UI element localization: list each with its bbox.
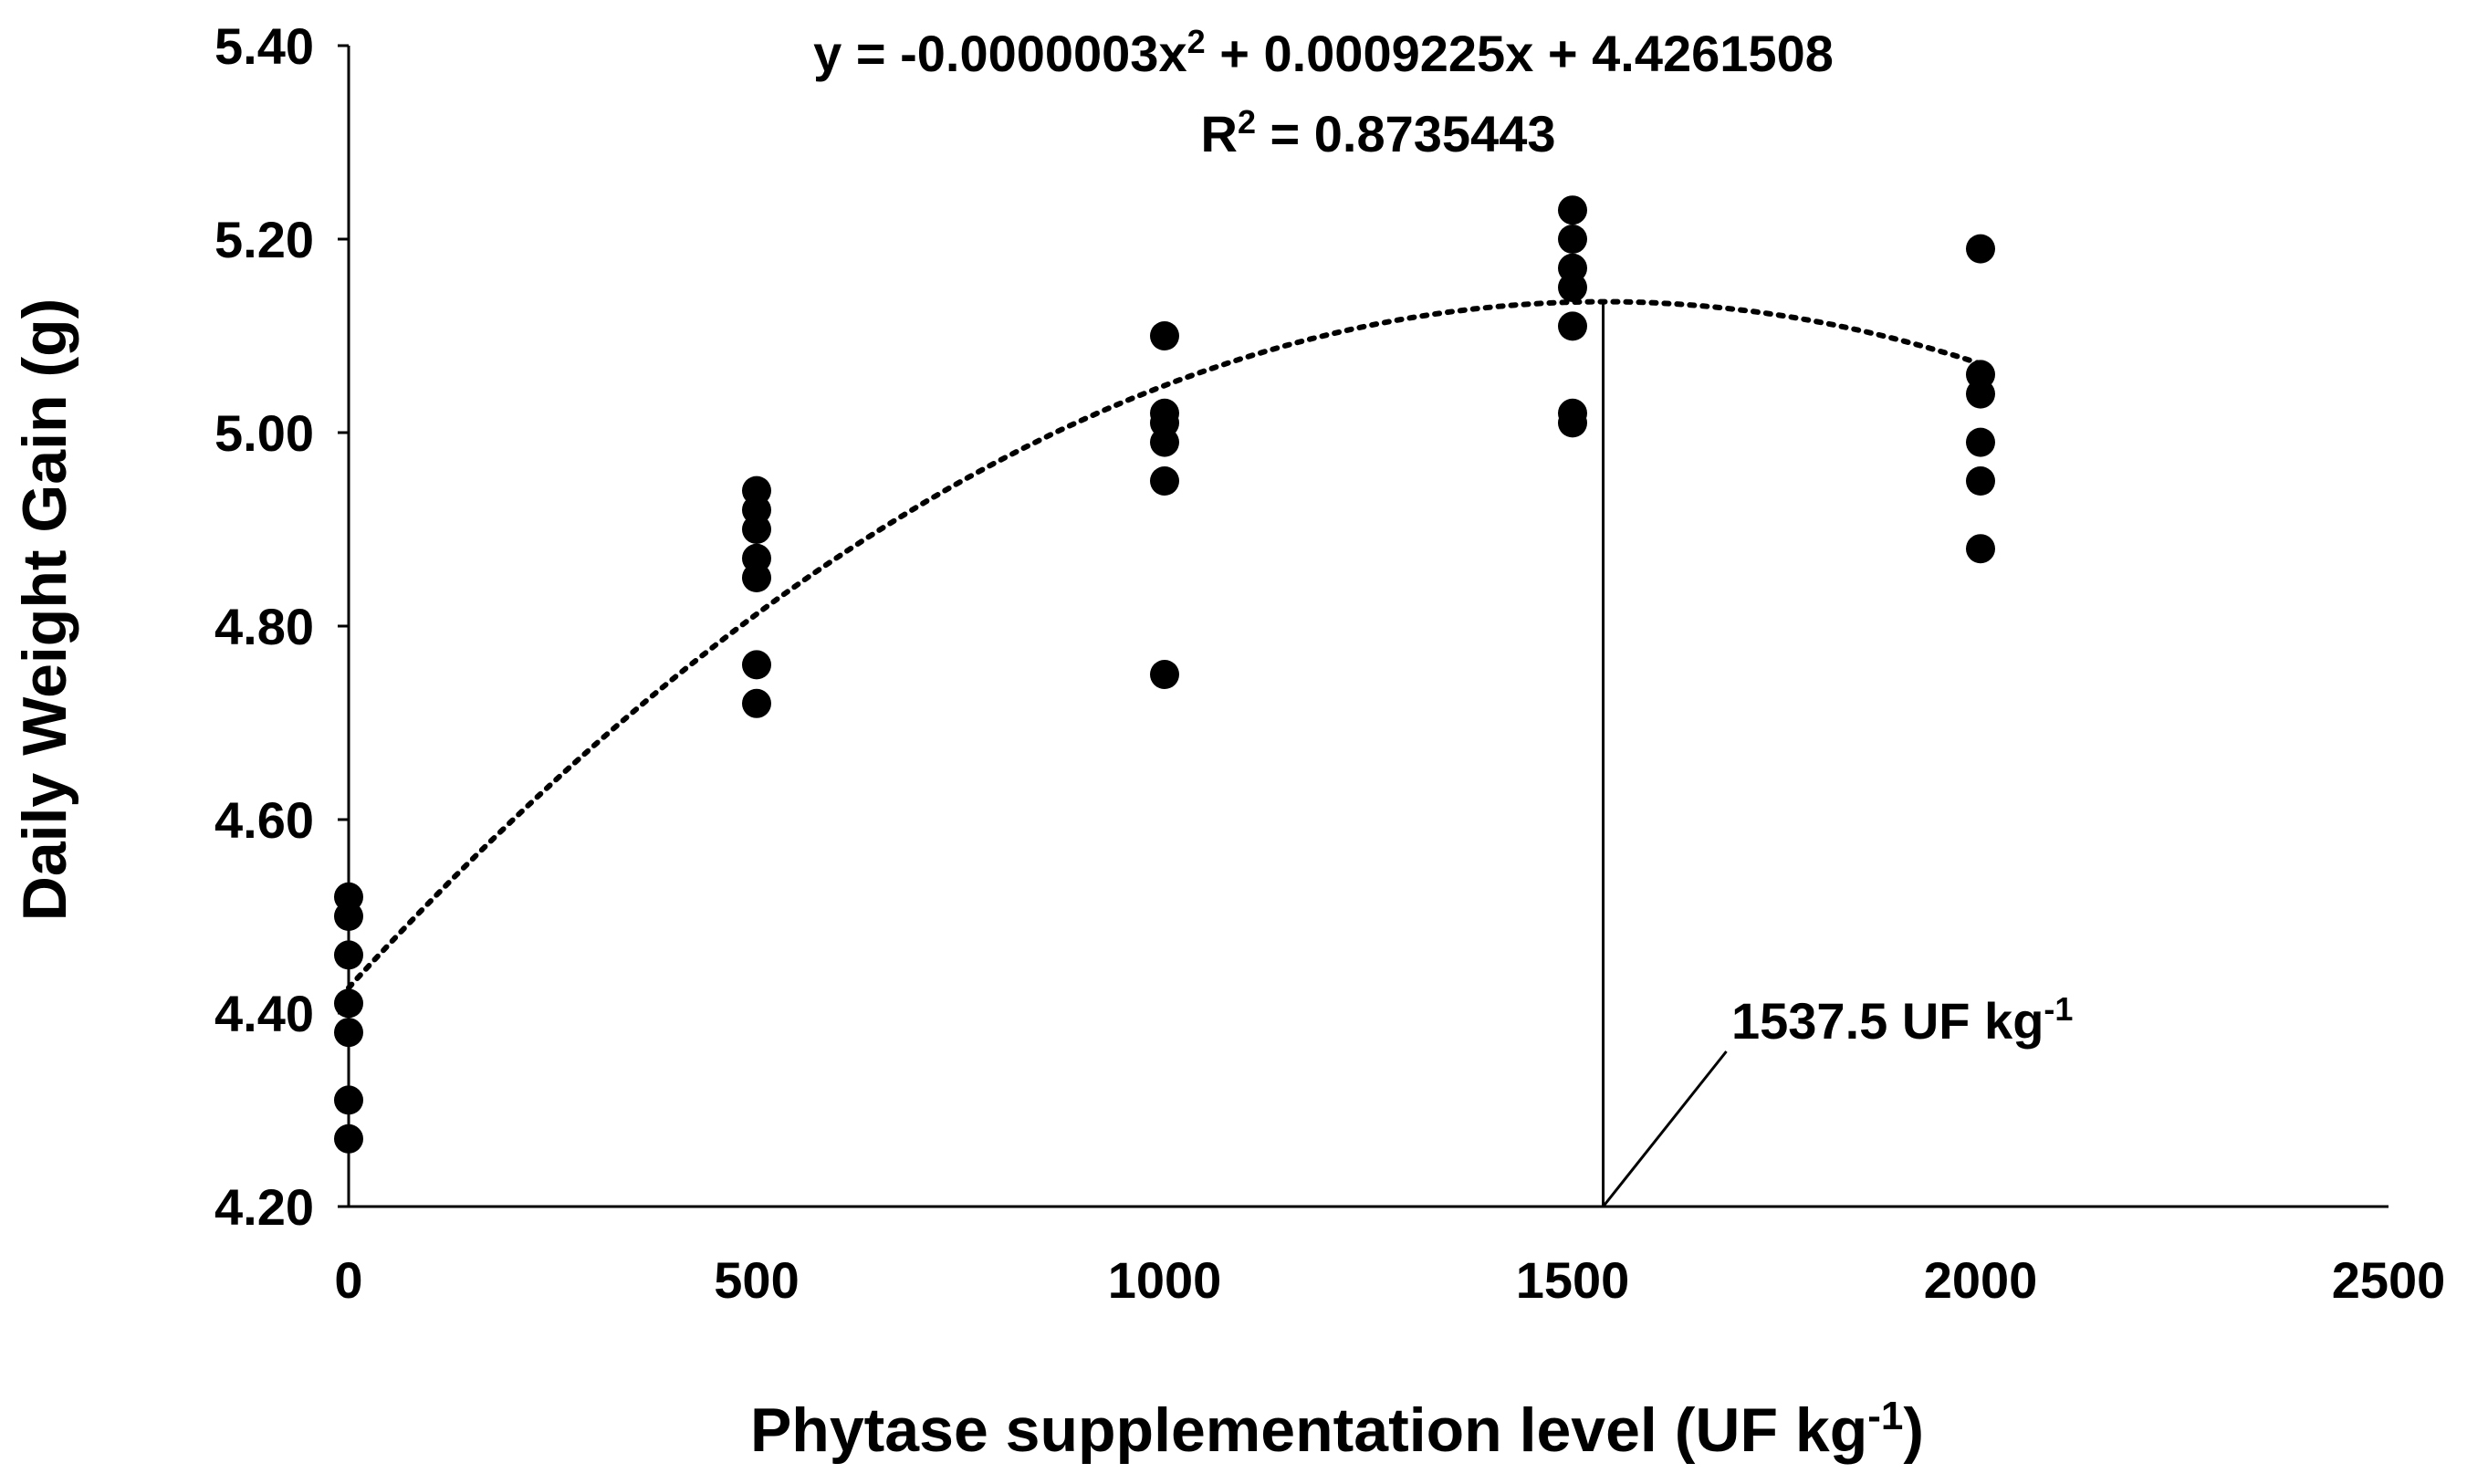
x-tick-label: 500: [714, 1251, 799, 1309]
data-point: [334, 988, 363, 1019]
x-tick-label: 0: [334, 1251, 362, 1309]
y-tick-label: 5.20: [214, 211, 314, 268]
data-point: [1558, 273, 1587, 302]
data-point: [1150, 660, 1179, 689]
data-point: [1150, 321, 1179, 350]
y-axis-title: Daily Weight Gain (g): [10, 298, 79, 922]
optimum-annotation: [1602, 301, 1728, 1207]
data-point: [1966, 379, 1995, 409]
data-point: [334, 1018, 363, 1048]
data-points: [334, 195, 1995, 1154]
data-point: [334, 902, 363, 931]
data-point: [1558, 195, 1587, 225]
y-tick-label: 5.00: [214, 404, 314, 462]
data-point: [1558, 408, 1587, 438]
y-tick-label: 4.40: [214, 985, 314, 1042]
data-point: [1150, 466, 1179, 496]
x-axis-title: Phytase supplementation level (UF kg-1): [750, 1394, 1924, 1465]
data-point: [1966, 466, 1995, 496]
optimum-label: 1537.5 UF kg-1: [1731, 990, 2073, 1050]
data-point: [742, 515, 771, 544]
x-tick-label: 2000: [1924, 1251, 2038, 1309]
data-point: [1558, 311, 1587, 341]
trendline: [346, 298, 1983, 991]
data-point: [334, 940, 363, 970]
data-point: [1966, 427, 1995, 457]
data-point: [742, 688, 771, 718]
x-tick-label: 1500: [1516, 1251, 1630, 1309]
trendline-group: [346, 298, 1983, 991]
data-point: [742, 563, 771, 592]
y-tick-label: 4.80: [214, 598, 314, 655]
data-point: [334, 1123, 363, 1154]
data-point: [1150, 427, 1179, 457]
data-point: [742, 650, 771, 680]
optimum-leader-line: [1602, 1050, 1728, 1207]
x-tick-label: 1000: [1108, 1251, 1222, 1309]
equation-line-1: y = -0.0000003x2 + 0.0009225x + 4.426150…: [813, 23, 1834, 82]
y-tick-label: 4.20: [214, 1178, 314, 1236]
data-point: [1558, 225, 1587, 254]
x-tick-label: 2500: [2332, 1251, 2446, 1309]
equation-line-2: R2 = 0.8735443: [1200, 103, 1555, 162]
data-point: [1966, 534, 1995, 564]
tick-labels: 4.20 4.40 4.60 4.80 5.00 5.20 5.40 0 500 1000 1500…: [214, 17, 2445, 1309]
y-tick-label: 5.40: [214, 17, 314, 75]
data-point: [334, 1085, 363, 1115]
axes: [347, 46, 2389, 1208]
data-point: [1966, 234, 1995, 264]
y-tick-label: 4.60: [214, 791, 314, 849]
